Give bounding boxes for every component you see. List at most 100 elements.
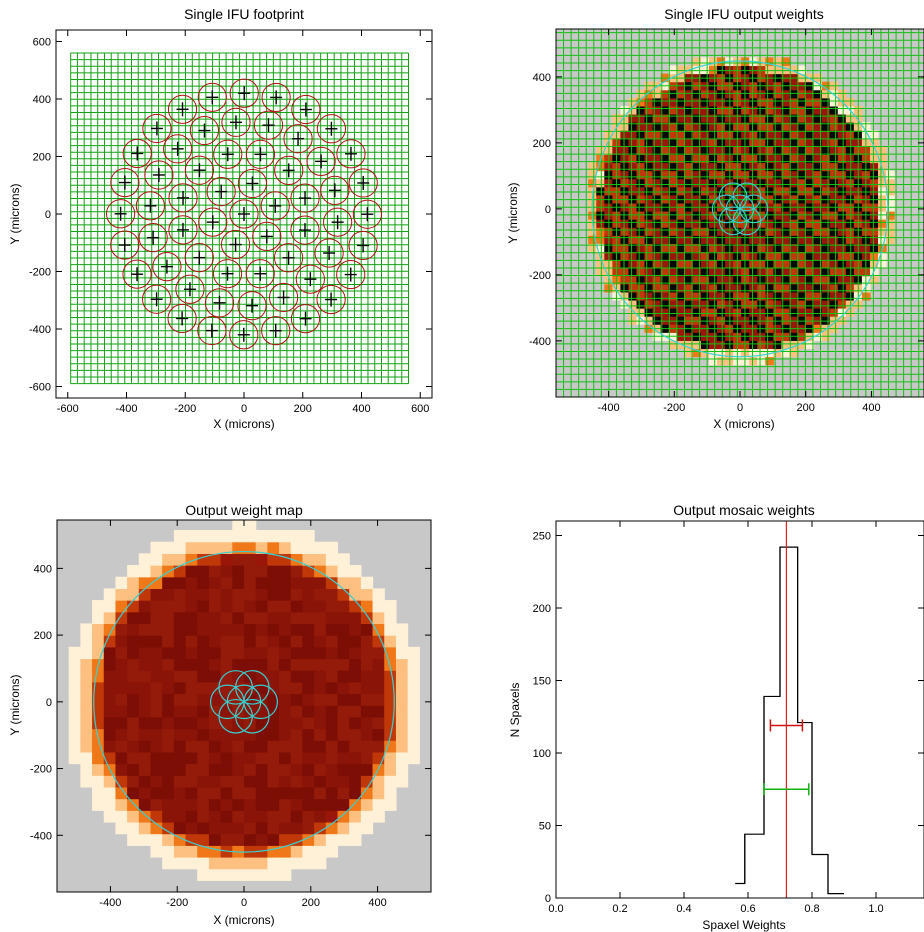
weight-cell	[821, 283, 831, 293]
weight-cell	[765, 122, 774, 131]
weight-cell	[684, 275, 694, 285]
weight-cell	[244, 646, 257, 660]
weight-cell	[773, 113, 782, 123]
weight-cell	[325, 635, 339, 648]
weight-cell	[185, 681, 198, 695]
weight-cell	[765, 291, 774, 301]
weight-cell	[692, 340, 702, 350]
weight-cell	[773, 154, 782, 164]
weight-cell	[869, 211, 879, 220]
weight-cell	[845, 259, 855, 269]
weight-cell	[813, 267, 823, 277]
weight-cell	[781, 57, 791, 67]
weight-cell	[302, 798, 315, 811]
weight-cell	[805, 186, 815, 196]
fiber-circle	[314, 238, 344, 268]
weight-cell	[138, 600, 152, 613]
weight-cell	[244, 856, 257, 870]
weight-cell	[173, 763, 187, 776]
weight-cell	[749, 219, 758, 228]
fiber-circle	[220, 229, 251, 260]
weight-cell	[620, 243, 630, 253]
weight-cell	[652, 170, 662, 180]
weight-cell	[325, 600, 339, 613]
weight-cell	[813, 308, 823, 317]
weight-cell	[127, 565, 140, 578]
weight-cell	[878, 235, 887, 244]
weight-cell	[220, 670, 233, 683]
weight-cell	[781, 219, 791, 228]
weight-cell	[829, 186, 839, 196]
weight-cell	[741, 146, 750, 155]
weight-cell	[837, 130, 847, 139]
weight-cell	[115, 670, 128, 683]
weight-cell	[279, 611, 292, 625]
weight-cell	[878, 251, 887, 261]
weight-cell	[708, 130, 718, 139]
weight-cell	[185, 541, 198, 554]
weight-cell	[765, 251, 774, 261]
weight-cell	[138, 565, 152, 578]
weight-cell	[232, 716, 245, 730]
weight-cell	[668, 178, 678, 188]
weight-cell	[797, 97, 807, 107]
weight-cell	[349, 821, 362, 835]
fiber-circle	[316, 284, 346, 315]
weight-cell	[813, 130, 823, 139]
weight-cell	[255, 670, 268, 683]
weight-cell	[208, 576, 222, 590]
weight-cell	[337, 670, 350, 683]
fiber-circle	[204, 288, 235, 318]
weight-cell	[290, 646, 304, 660]
panel4-ytick-label: 50	[539, 821, 551, 833]
weight-cell	[267, 588, 280, 601]
weight-cell	[279, 588, 292, 601]
weight-cell	[220, 833, 233, 846]
weight-cell	[138, 833, 152, 846]
weight-cell	[372, 670, 385, 683]
weight-cell	[741, 299, 750, 309]
weight-cell	[372, 623, 385, 636]
weight-cell	[781, 211, 791, 220]
weight-cell	[765, 138, 774, 147]
weight-cell	[173, 600, 187, 613]
weight-cell	[684, 348, 694, 358]
panel4-ylabel: N Spaxels	[508, 683, 522, 738]
weight-cell	[797, 130, 807, 139]
weight-cell	[267, 810, 280, 823]
weight-cell	[325, 658, 339, 671]
weight-cell	[636, 243, 646, 253]
weight-cell	[660, 162, 670, 172]
weight-cell	[797, 178, 807, 188]
weight-cell	[620, 219, 630, 228]
weight-cell	[220, 658, 233, 671]
weight-cell	[636, 299, 646, 309]
weight-cell	[741, 227, 750, 236]
weight-cell	[255, 821, 268, 835]
weight-cell	[349, 775, 362, 788]
weight-cell	[676, 89, 686, 99]
weight-cell	[708, 162, 718, 172]
weight-cell	[837, 211, 847, 220]
weight-cell	[360, 588, 374, 601]
weight-cell	[279, 845, 292, 858]
weight-cell	[797, 259, 807, 269]
weight-cell	[185, 576, 198, 590]
weight-cell	[789, 97, 799, 107]
weight-cell	[717, 299, 726, 309]
fiber-circle	[290, 304, 321, 334]
weight-cell	[372, 693, 385, 706]
weight-cell	[829, 275, 839, 285]
weight-cell	[185, 658, 198, 671]
weight-cell	[749, 146, 758, 155]
weight-cell	[757, 340, 766, 350]
panel1-xtick-label: -400	[115, 403, 137, 415]
weight-cell	[741, 356, 750, 366]
weight-cell	[325, 541, 339, 554]
weight-cell	[749, 105, 758, 115]
weight-cell	[395, 763, 409, 776]
weight-cell	[813, 89, 823, 99]
weight-cell	[644, 219, 654, 228]
weight-cell	[232, 553, 245, 566]
weight-cell	[596, 219, 605, 228]
